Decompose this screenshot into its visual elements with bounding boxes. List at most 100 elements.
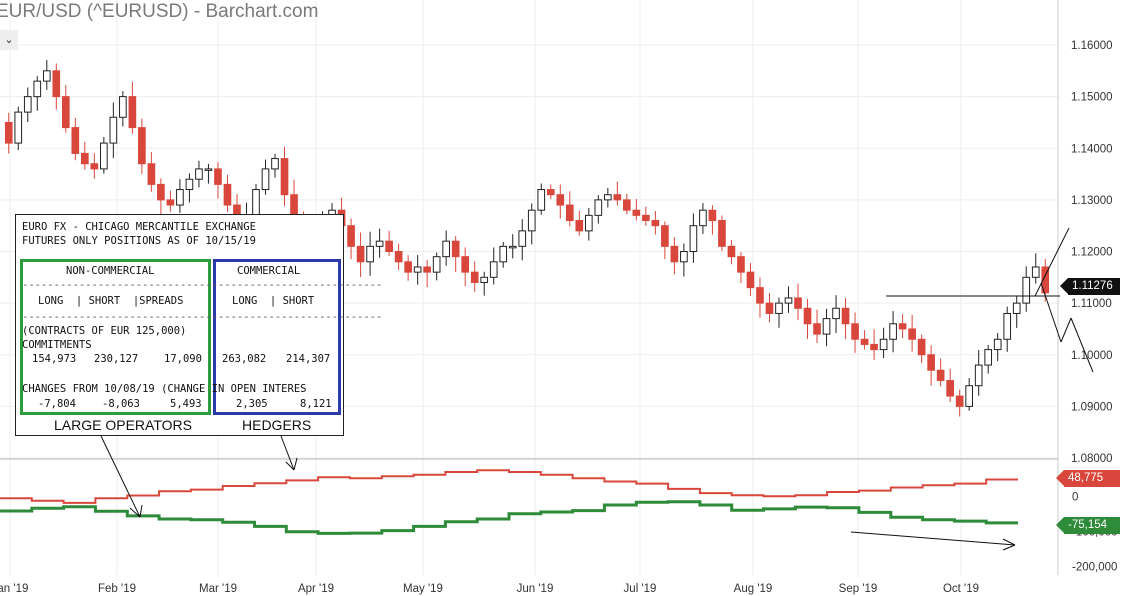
candle-body	[584, 214, 593, 232]
candle-body	[214, 168, 222, 185]
candle-body	[1003, 312, 1012, 340]
candle-body	[1012, 302, 1021, 314]
grid-lines	[0, 0, 1059, 575]
annotation-line	[1040, 282, 1062, 343]
chevron-down-icon[interactable]: ⌄	[0, 30, 18, 50]
candle-body	[689, 225, 698, 252]
price-tick-label: 1.15000	[1071, 92, 1113, 104]
nc-columns: LONG | SHORT |SPREADS	[38, 295, 184, 307]
time-axis: Jan '19 Feb '19 Mar '19 Apr '19 May '19 Jun '…	[0, 583, 979, 595]
price-tick-label: 1.16000	[1071, 40, 1113, 52]
price-tick-label: 1.11000	[1071, 298, 1112, 310]
candle-body	[147, 163, 156, 185]
hedgers-caption: HEDGERS	[242, 417, 312, 433]
candle-body	[642, 214, 650, 222]
candle-body	[52, 70, 61, 98]
candle-body	[851, 323, 859, 340]
candle-body	[889, 323, 897, 340]
candle-body	[746, 271, 755, 289]
green-series-badge: -75,154	[1056, 517, 1120, 534]
candle-body	[23, 96, 32, 113]
candle-body	[157, 183, 165, 201]
ch-nc-short: -8,063	[102, 398, 140, 410]
candle-body	[71, 127, 80, 154]
candle-body	[765, 302, 774, 314]
annotation-line	[1034, 227, 1070, 297]
candle-body	[204, 168, 213, 171]
ch-c-short: 8,121	[300, 398, 332, 410]
candle-body	[100, 142, 108, 170]
c-columns: LONG | SHORT	[232, 295, 315, 307]
candle-body	[546, 189, 555, 196]
candle-body	[1041, 266, 1050, 294]
candle-body	[480, 276, 489, 283]
candle-body	[176, 189, 184, 206]
annotation-line	[1002, 538, 1016, 546]
candle-body	[565, 204, 574, 222]
candle-body	[955, 395, 964, 407]
time-tick-label: Aug '19	[734, 583, 773, 595]
candle-body	[252, 189, 260, 216]
candle-body	[594, 199, 603, 216]
price-tick-label: 1.13000	[1071, 195, 1113, 207]
candle-body	[623, 199, 631, 211]
time-tick-label: Jun '19	[517, 583, 554, 595]
candle-body	[670, 245, 679, 263]
annotation-line	[293, 457, 298, 471]
candle-body	[775, 302, 783, 314]
candle-body	[366, 245, 374, 263]
candle-body	[917, 338, 926, 356]
candle-body	[841, 307, 850, 325]
candle-body	[537, 189, 546, 211]
cot-tick-label: -200,000	[1072, 562, 1117, 574]
candle-body	[271, 158, 279, 170]
candle-body	[651, 220, 660, 227]
candle-body	[965, 385, 974, 407]
candle-body	[927, 354, 935, 371]
candle-body	[280, 158, 289, 196]
ch-nc-long: -7,804	[38, 398, 76, 410]
cot-line1: EURO FX - CHICAGO MERCANTILE EXCHANGE	[22, 221, 256, 233]
trend-drawings	[100, 227, 1094, 551]
c-long-value: 263,082	[222, 353, 267, 365]
commercial-header: COMMERCIAL	[237, 265, 301, 277]
ch-c-long: 2,305	[236, 398, 268, 410]
candle-body	[613, 194, 622, 201]
annotation-line	[285, 461, 295, 471]
candle-body	[394, 251, 403, 263]
candle-body	[4, 121, 13, 144]
candle-body	[575, 220, 584, 232]
time-tick-label: Mar '19	[199, 583, 237, 595]
candle-body	[499, 245, 508, 263]
candle-body	[356, 245, 365, 263]
price-axis: 1.16000 1.15000 1.14000 1.13000 1.12000 1.110…	[1071, 40, 1113, 465]
time-tick-label: Feb '19	[98, 583, 136, 595]
candle-body	[803, 307, 812, 325]
red-series-badge: 48,775	[1056, 470, 1120, 487]
time-tick-label: Jan '19	[0, 583, 28, 595]
price-tick-label: 1.09000	[1071, 401, 1113, 413]
candle-body	[603, 194, 612, 201]
noncommercial-header: NON-COMMERCIAL	[66, 265, 155, 277]
cot-lines-panel	[0, 469, 1018, 535]
candle-body	[109, 116, 118, 144]
candle-body	[879, 338, 888, 351]
annotation-line	[1060, 317, 1072, 343]
candle-body	[261, 168, 270, 191]
candle-body	[737, 256, 745, 273]
candle-body	[375, 240, 384, 247]
candle-body	[508, 245, 517, 249]
candle-body	[908, 328, 916, 340]
candle-body	[423, 266, 431, 273]
candle-body	[870, 343, 878, 351]
candle-body	[119, 96, 127, 118]
candle-body	[898, 323, 907, 330]
annotation-line	[850, 531, 1016, 546]
annotation-line	[100, 435, 141, 518]
candle-body	[993, 338, 1002, 351]
candle-body	[518, 230, 527, 247]
candle-body	[42, 70, 51, 82]
commercial-box	[213, 259, 341, 415]
annotation-line	[129, 507, 141, 518]
